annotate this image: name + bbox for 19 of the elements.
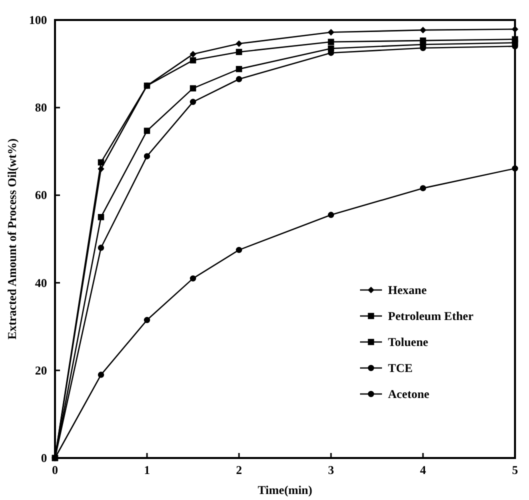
x-tick-label: 2	[236, 463, 242, 477]
legend-label: TCE	[388, 361, 413, 375]
y-tick-label: 60	[35, 188, 47, 202]
x-tick-label: 3	[328, 463, 334, 477]
y-tick-label: 20	[35, 363, 47, 378]
y-axis-title: Extracted Amount of Process Oil(wt%)	[5, 138, 19, 340]
y-tick-label: 0	[41, 451, 47, 465]
x-axis-title: Time(min)	[258, 483, 312, 497]
legend-label: Acetone	[388, 387, 430, 401]
y-tick-label: 100	[29, 13, 47, 27]
x-tick-label: 4	[420, 463, 426, 477]
legend-label: Hexane	[388, 283, 428, 297]
legend-label: Toluene	[388, 335, 429, 349]
legend-label: Petroleum Ether	[388, 309, 474, 323]
x-tick-label: 0	[52, 463, 58, 477]
y-tick-label: 80	[35, 100, 47, 115]
x-tick-label: 5	[512, 463, 518, 477]
y-tick-label: 40	[35, 276, 47, 290]
x-tick-label: 1	[144, 463, 150, 477]
